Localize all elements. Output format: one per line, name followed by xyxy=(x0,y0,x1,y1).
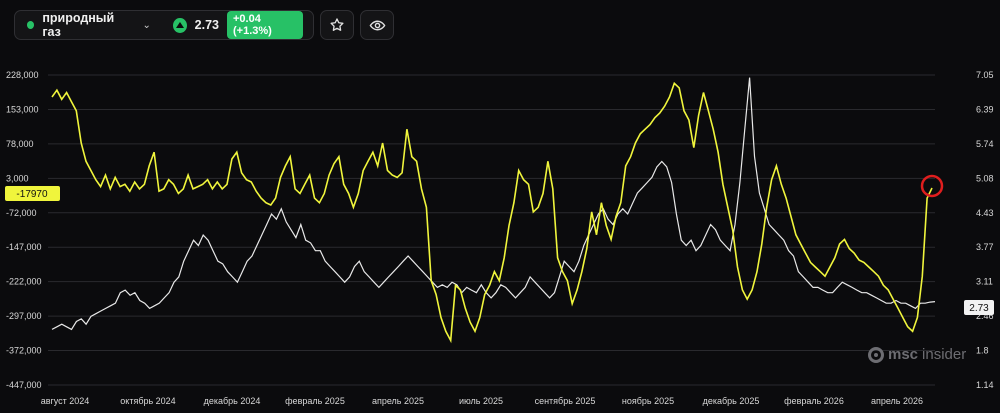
right-value-badge: 2.73 xyxy=(964,300,994,315)
right-value-label: 2.73 xyxy=(969,303,989,314)
x-tick-label: апрель 2026 xyxy=(871,396,923,406)
left-value-badge: -17970 xyxy=(5,186,60,201)
left-tick-label: 228,000 xyxy=(6,70,39,80)
visibility-button[interactable] xyxy=(360,10,394,40)
x-tick-label: декабрь 2024 xyxy=(204,396,261,406)
right-tick-label: 1.8 xyxy=(976,346,989,356)
left-tick-label: -297,000 xyxy=(6,311,42,321)
right-tick-label: 3.11 xyxy=(976,277,993,287)
msc-insider-watermark: msc insider xyxy=(868,346,966,363)
x-tick-label: сентябрь 2025 xyxy=(535,396,596,406)
last-point-highlight xyxy=(920,174,944,198)
status-dot-icon xyxy=(27,21,35,29)
x-tick-label: июль 2025 xyxy=(459,396,503,406)
chart-grid xyxy=(48,74,935,386)
favorite-button[interactable] xyxy=(320,10,354,40)
x-axis-ticks: август 2024 октябрь 2024 декабрь 2024 февра… xyxy=(41,396,923,406)
msc-logo-icon xyxy=(868,346,884,363)
right-tick-label: 5.08 xyxy=(976,173,994,183)
x-tick-label: февраль 2025 xyxy=(285,396,345,406)
up-triangle-icon xyxy=(172,17,187,33)
left-tick-label: -72,000 xyxy=(6,208,37,218)
left-tick-label: 153,000 xyxy=(6,104,39,114)
x-tick-label: февраль 2026 xyxy=(784,396,844,406)
right-tick-label: 3.77 xyxy=(976,242,994,252)
left-tick-label: 3,000 xyxy=(6,173,29,183)
x-tick-label: октябрь 2024 xyxy=(120,396,175,406)
watermark-right: insider xyxy=(922,346,967,363)
eye-icon xyxy=(369,20,385,30)
right-tick-label: 2.46 xyxy=(976,311,994,321)
left-tick-label: -147,000 xyxy=(6,242,42,252)
toolbar: природный газ ⌄ 2.73 +0.04 (+1.3%) xyxy=(14,10,394,40)
x-tick-label: апрель 2025 xyxy=(372,396,424,406)
right-axis-ticks: 7.05 6.39 5.74 5.08 4.43 3.77 3.11 2.46 1.8 1.14 xyxy=(976,70,994,390)
right-tick-label: 5.74 xyxy=(976,139,994,149)
right-tick-label: 4.43 xyxy=(976,208,994,218)
left-tick-label: -372,000 xyxy=(6,346,42,356)
asset-selector[interactable]: природный газ ⌄ 2.73 +0.04 (+1.3%) xyxy=(14,10,314,40)
right-tick-label: 1.14 xyxy=(976,380,994,390)
positions-line xyxy=(51,81,933,344)
asset-name: природный газ xyxy=(42,11,115,39)
x-tick-label: декабрь 2025 xyxy=(703,396,760,406)
star-icon xyxy=(330,18,344,31)
right-tick-label: 6.39 xyxy=(976,104,994,114)
left-axis-ticks: 228,000 153,000 78,000 3,000 -72,000 -147,000… xyxy=(6,70,42,390)
left-tick-label: 78,000 xyxy=(6,139,34,149)
watermark-left: msc xyxy=(888,346,919,363)
left-tick-label: -447,000 xyxy=(6,380,42,390)
asset-price: 2.73 xyxy=(194,18,219,32)
price-change-badge: +0.04 (+1.3%) xyxy=(226,11,303,39)
x-tick-label: ноябрь 2025 xyxy=(622,396,674,406)
chevron-down-icon: ⌄ xyxy=(142,19,151,31)
x-tick-label: август 2024 xyxy=(41,396,90,406)
right-tick-label: 7.05 xyxy=(976,70,994,80)
price-line xyxy=(51,77,936,331)
left-tick-label: -222,000 xyxy=(6,277,42,287)
left-value-label: -17970 xyxy=(16,189,48,200)
